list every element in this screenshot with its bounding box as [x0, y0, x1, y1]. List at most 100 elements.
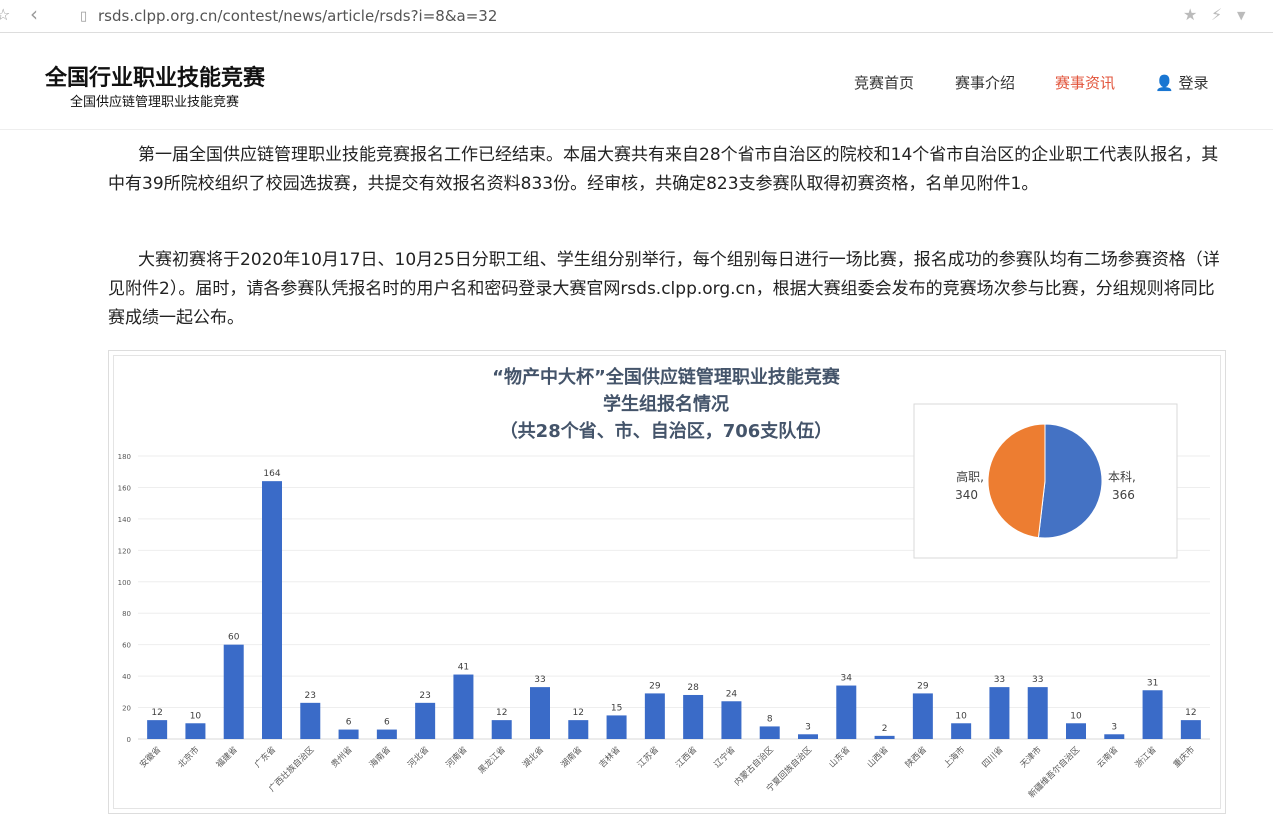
bar-value-label: 23	[419, 691, 430, 701]
bar-value-label: 33	[994, 675, 1005, 685]
bar-value-label: 3	[805, 722, 811, 732]
x-tick-label: 福建省	[214, 744, 240, 770]
bar-value-label: 23	[305, 691, 316, 701]
chart-title: “物产中大杯”全国供应链管理职业技能竞赛	[492, 366, 841, 388]
bar	[874, 735, 895, 739]
bar-value-label: 10	[1070, 711, 1082, 721]
bar	[338, 729, 359, 739]
y-tick-label: 0	[127, 736, 131, 744]
bar	[300, 702, 321, 739]
bar-value-label: 31	[1147, 678, 1158, 688]
bar-value-label: 34	[841, 674, 853, 684]
x-tick-label: 吉林省	[597, 744, 623, 770]
article-paragraph: 第一届全国供应链管理职业技能竞赛报名工作已经结束。本届大赛共有来自28个省市自治…	[108, 145, 1219, 194]
bar-value-label: 2	[882, 724, 888, 734]
bar	[683, 694, 704, 739]
x-tick-label: 广东省	[252, 744, 278, 770]
pie-slice	[987, 423, 1046, 539]
y-tick-label: 120	[118, 547, 131, 555]
bar	[1066, 723, 1086, 739]
bar	[376, 729, 397, 739]
x-tick-label: 海南省	[367, 744, 393, 770]
chart-image	[108, 350, 1226, 814]
x-tick-label: 河南省	[444, 744, 470, 770]
bar-value-label: 33	[1032, 675, 1043, 685]
chart-title: 学生组报名情况	[603, 393, 729, 415]
x-tick-label: 湖北省	[520, 744, 546, 770]
x-tick-label: 安徽省	[137, 744, 163, 770]
nav-news[interactable]: 赛事资讯	[1055, 74, 1116, 92]
bar-value-label: 29	[649, 681, 661, 691]
bar-value-label: 12	[496, 708, 507, 718]
bar	[185, 723, 206, 739]
pie-value: 340	[955, 488, 978, 502]
y-tick-label: 60	[122, 642, 131, 650]
nav-home[interactable]: 竞赛首页	[854, 74, 915, 92]
y-tick-label: 160	[118, 484, 131, 492]
bar	[530, 687, 550, 739]
x-tick-label: 黑龙江省	[476, 744, 508, 776]
bar-value-label: 6	[384, 718, 390, 728]
x-tick-label: 重庆市	[1171, 744, 1197, 770]
y-tick-label: 140	[118, 516, 131, 524]
nav-login[interactable]: 👤 登录	[1155, 72, 1208, 93]
bar	[1027, 687, 1048, 739]
x-tick-label: 河北省	[405, 744, 431, 770]
star-icon[interactable]: ☆	[0, 5, 11, 24]
url-field[interactable]: rsds.clpp.org.cn/contest/news/article/rs…	[98, 7, 498, 25]
x-tick-label: 上海市	[941, 744, 967, 770]
bar-value-label: 12	[151, 708, 162, 718]
bar-value-label: 60	[228, 633, 240, 643]
x-tick-label: 湖南省	[559, 744, 585, 770]
bar-value-label: 29	[917, 681, 929, 691]
pie-value: 366	[1112, 488, 1135, 502]
bar-value-label: 3	[1111, 722, 1117, 732]
bar	[759, 726, 780, 739]
bar	[836, 685, 857, 739]
x-tick-label: 江苏省	[635, 744, 661, 770]
pie-label: 本科,	[1108, 470, 1136, 484]
y-tick-label: 20	[122, 705, 131, 713]
x-tick-label: 陕西省	[903, 744, 929, 770]
bar	[644, 693, 665, 739]
y-tick-label: 80	[122, 610, 131, 618]
logo-subtitle: 全国供应链管理职业技能竞赛	[70, 95, 240, 110]
lightning-icon[interactable]: ⚡	[1211, 5, 1223, 24]
article-paragraph: 大赛初赛将于2020年10月17日、10月25日分职工组、学生组分别举行，每个组…	[108, 250, 1220, 328]
pie-slice	[1037, 423, 1103, 539]
x-tick-label: 浙江省	[1133, 744, 1159, 770]
bar-value-label: 33	[534, 675, 545, 685]
x-tick-label: 辽宁省	[712, 744, 738, 770]
bar-value-label: 12	[1185, 708, 1196, 718]
bar-value-label: 28	[687, 683, 699, 693]
site-header: 全国行业职业技能竞赛 全国供应链管理职业技能竞赛 竞赛首页 赛事介绍 赛事资讯 …	[0, 34, 1273, 130]
y-tick-label: 40	[122, 673, 131, 681]
bar	[491, 720, 512, 739]
user-icon: 👤	[1155, 74, 1174, 92]
chart-title: （共28个省、市、自治区，706支队伍）	[500, 420, 833, 442]
x-tick-label: 天津市	[1018, 744, 1044, 770]
back-icon[interactable]: ‹	[30, 2, 38, 26]
chevron-down-icon[interactable]: ▼	[1237, 9, 1246, 22]
bar-value-label: 24	[726, 689, 738, 699]
bar	[1142, 690, 1163, 739]
bookmark-icon[interactable]: ★	[1183, 5, 1198, 24]
bar	[147, 720, 168, 739]
logo-title[interactable]: 全国行业职业技能竞赛	[45, 65, 266, 91]
bar	[223, 644, 244, 739]
bar	[1180, 720, 1201, 739]
bar	[262, 481, 282, 739]
bar	[798, 734, 818, 739]
nav-intro[interactable]: 赛事介绍	[955, 74, 1016, 92]
y-tick-label: 100	[118, 579, 131, 587]
bar-value-label: 10	[190, 711, 202, 721]
bar-value-label: 8	[767, 714, 773, 724]
bar	[1104, 734, 1125, 739]
bar	[453, 674, 474, 739]
login-label: 登录	[1178, 74, 1209, 92]
bar-value-label: 41	[458, 663, 469, 673]
bar-value-label: 10	[955, 711, 967, 721]
address-bar: ☆ ‹ ▯ rsds.clpp.org.cn/contest/news/arti…	[0, 0, 1273, 33]
bar	[989, 687, 1010, 739]
